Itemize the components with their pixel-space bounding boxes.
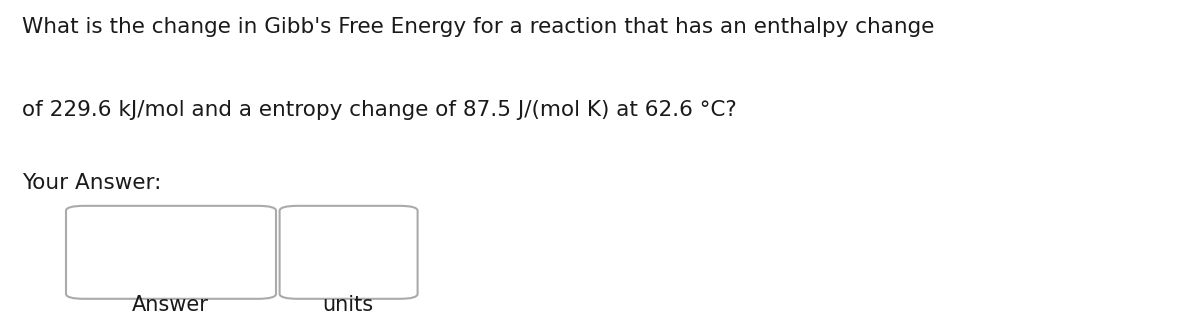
FancyBboxPatch shape: [66, 206, 276, 299]
Text: What is the change in Gibb's Free Energy for a reaction that has an enthalpy cha: What is the change in Gibb's Free Energy…: [22, 17, 934, 37]
Text: Your Answer:: Your Answer:: [22, 173, 161, 193]
Text: of 229.6 kJ/mol and a entropy change of 87.5 J/(mol K) at 62.6 °C?: of 229.6 kJ/mol and a entropy change of …: [22, 100, 737, 120]
FancyBboxPatch shape: [280, 206, 418, 299]
Text: Answer: Answer: [132, 295, 209, 315]
Text: units: units: [323, 295, 373, 315]
